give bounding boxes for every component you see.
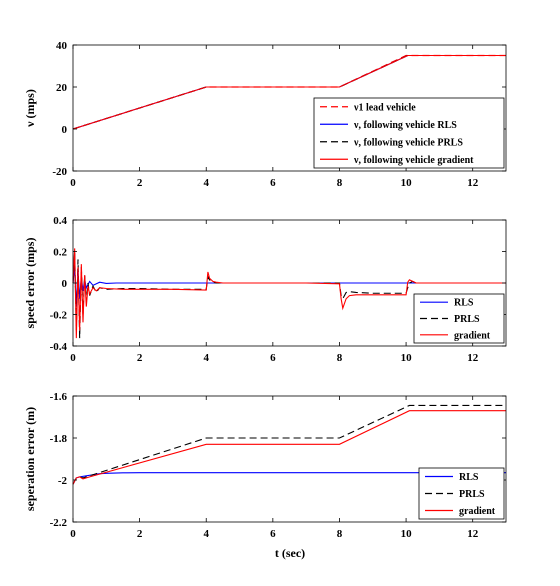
panel-2-xtick-label-1: 2 [137,528,143,540]
panel-2-xtick-label-2: 4 [203,528,209,540]
panel-2-ytick-label-0: -2.2 [50,517,68,529]
panel-1-xtick-label-4: 8 [337,352,343,364]
panel-speed-error: 0 2 4 6 8 10 12 -0.4 -0.2 0 0.2 0.4 speed error (mp… [23,215,507,364]
panel-1-legend-label-0: RLS [454,298,474,309]
panel-2-ticks: 0 2 4 6 8 10 12 -2.2 -2 -1.8 -1.6 [50,391,506,540]
panel-1-ytick-label-0: -0.4 [50,341,68,353]
panel-0-ytick-label-1: 0 [62,124,68,136]
panel-1-ytick-label-1: -0.2 [50,310,68,322]
panel-1-ytick-label-3: 0.2 [53,247,67,259]
panel-0-legend: ν1 lead vehicle ν, following vehicle RLS ν… [313,97,505,169]
panel-1-ytick-label-2: 0 [62,278,68,290]
panel-0-legend-label-0: ν1 lead vehicle [353,102,416,113]
panel-1-legend: RLS PRLS gradient [413,293,505,344]
panel-0-legend-box [313,97,505,169]
panel-2-ytick-label-2: -1.8 [50,433,68,445]
panel-1-xtick-label-0: 0 [70,352,76,364]
panel-2-xtick-label-5: 10 [401,528,413,540]
panel-2-xtick-label-0: 0 [70,528,76,540]
panel-0-xtick-label-0: 0 [70,177,76,189]
panel-2-ytick-label-1: -2 [58,475,68,487]
panel-1-xtick-label-5: 10 [401,352,413,364]
panel-1-xtick-label-2: 4 [203,352,209,364]
panel-0-ytick-label-0: -20 [52,166,67,178]
panel-1-series [72,248,506,339]
panel-2-xlabel: t (sec) [275,546,305,560]
panel-0-xtick-label-4: 8 [337,177,343,189]
panel-2-ytick-label-3: -1.6 [50,391,68,403]
panel-2-xtick-label-3: 6 [270,528,276,540]
panel-1-ticks: 0 2 4 6 8 10 12 -0.4 -0.2 0 0.2 0.4 [50,215,506,364]
panel-0-series [72,54,506,130]
panel-0-axes-box [72,44,507,172]
panel-2-legend-label-1: PRLS [459,489,485,500]
panel-0-legend-label-1: ν, following vehicle RLS [353,120,457,131]
panel-0-xtick-label-5: 10 [401,177,413,189]
panel-0-legend-label-2: ν, following vehicle PRLS [353,137,463,148]
panel-1-xtick-label-6: 12 [467,352,479,364]
panel-2-ylabel: seperation error (m) [23,407,37,511]
panel-1-xtick-label-1: 2 [137,352,143,364]
panel-0-xtick-label-6: 12 [467,177,479,189]
panel-1-ylabel: speed error (mps) [23,238,37,329]
panel-2-series-2-line [72,410,506,485]
panel-0-xtick-label-1: 2 [137,177,143,189]
panel-separation-error: 0 2 4 6 8 10 12 -2.2 -2 -1.8 -1.6 seperation error… [23,391,507,560]
panel-1-ytick-label-4: 0.4 [53,215,67,227]
panel-0-series-3-line [72,54,506,130]
panel-0-ytick-label-3: 40 [56,40,68,52]
panel-2-axes-box [72,395,507,523]
panel-0-legend-label-3: ν, following vehicle gradient [353,155,474,166]
panel-0-ylabel: ν (mps) [23,89,37,128]
panel-2-xtick-label-6: 12 [467,528,479,540]
panel-0-ytick-label-2: 20 [56,82,68,94]
panel-1-legend-label-1: PRLS [454,314,480,325]
panel-0-xtick-label-2: 4 [203,177,209,189]
panel-1-xtick-label-3: 6 [270,352,276,364]
panel-2-series [72,404,506,485]
panel-2-xtick-label-4: 8 [337,528,343,540]
panel-2-legend: RLS PRLS gradient [418,467,505,520]
panel-1-legend-label-2: gradient [454,330,491,341]
panel-0-xtick-label-3: 6 [270,177,276,189]
panel-1-series-2-line [72,248,506,339]
panel-2-legend-label-0: RLS [459,472,479,483]
panel-2-legend-label-2: gradient [459,506,496,517]
